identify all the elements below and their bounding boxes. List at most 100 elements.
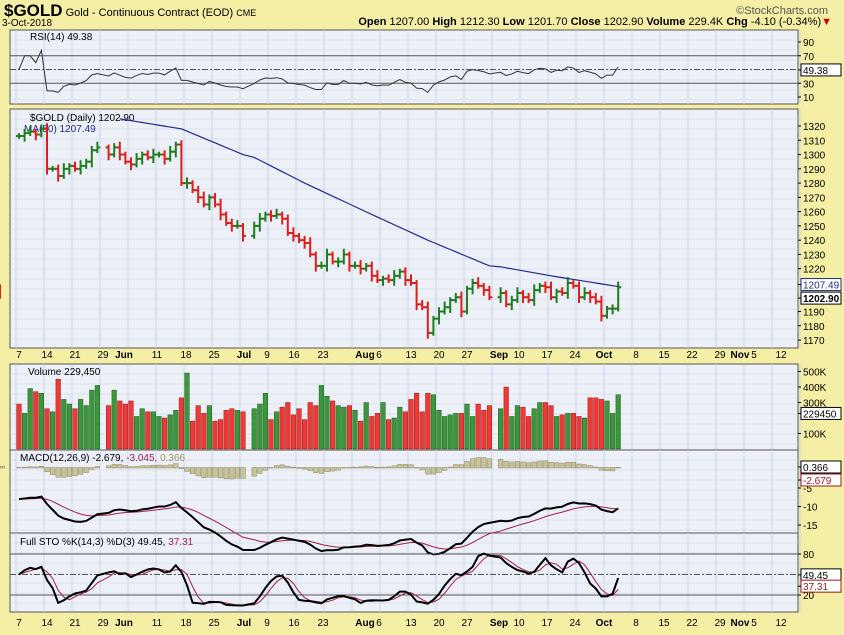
volume-bar bbox=[212, 420, 218, 450]
volume-bar bbox=[402, 411, 408, 450]
rsi-line bbox=[18, 48, 619, 94]
x-tick-label: 25 bbox=[208, 618, 220, 629]
macd-histogram-bar bbox=[520, 461, 526, 469]
price-bar bbox=[469, 278, 476, 295]
price-bar bbox=[324, 248, 330, 272]
sto-y-label: 20 bbox=[803, 591, 815, 602]
macd-histogram-bar bbox=[83, 467, 89, 473]
macd-histogram-bar bbox=[162, 465, 168, 469]
macd-legend-value: MACD(12,26,9) -2.679, bbox=[20, 453, 123, 464]
price-bar bbox=[559, 287, 566, 296]
x-tick-label: 24 bbox=[569, 350, 581, 361]
volume-bar bbox=[296, 408, 302, 450]
sto-k-value: Full STO %K(14,3) %D(3) 49.45, bbox=[20, 537, 165, 548]
price-bar bbox=[318, 261, 325, 269]
volume-last: 229450 bbox=[803, 409, 837, 420]
volume-bar bbox=[408, 399, 414, 450]
macd-histogram-bar bbox=[218, 467, 224, 479]
volume-bar bbox=[167, 414, 173, 450]
price-bar bbox=[38, 124, 45, 138]
macd-hist-last: 0.366 bbox=[803, 463, 828, 474]
volume-bar bbox=[83, 405, 89, 450]
x-tick-label: Aug bbox=[355, 618, 374, 629]
volume-bar bbox=[150, 411, 156, 450]
volume-bar bbox=[302, 419, 308, 450]
volume-bar bbox=[262, 392, 268, 450]
price-bar bbox=[480, 282, 487, 296]
macd-histogram-bar bbox=[145, 465, 151, 469]
price-y-label: 1230 bbox=[803, 250, 826, 261]
price-bar bbox=[357, 260, 364, 275]
volume-bar bbox=[352, 410, 358, 450]
x-tick-label: 10 bbox=[513, 618, 525, 629]
macd-histogram-bar bbox=[111, 464, 117, 469]
macd-histogram-bar bbox=[604, 467, 610, 471]
price-bar bbox=[447, 297, 454, 313]
volume-bar bbox=[453, 413, 459, 450]
macd-histogram-bar bbox=[526, 462, 532, 469]
price-bar bbox=[49, 165, 56, 172]
x-tick-label: Aug bbox=[355, 350, 374, 361]
volume-bar bbox=[498, 408, 504, 450]
volume-y-label: 400K bbox=[803, 383, 827, 394]
rsi-y-label: 70 bbox=[803, 52, 815, 63]
x-tick-label: 29 bbox=[97, 350, 109, 361]
volume-bar bbox=[94, 385, 100, 450]
x-tick-label: 18 bbox=[180, 350, 192, 361]
price-bar bbox=[413, 280, 420, 311]
volume-bar bbox=[380, 402, 386, 450]
x-tick-label: 6 bbox=[376, 618, 382, 629]
macd-histogram-bar bbox=[33, 466, 39, 469]
macd-histogram-bar bbox=[94, 466, 100, 469]
macd-histogram-bar bbox=[593, 466, 599, 469]
x-tick-label: 22 bbox=[686, 618, 698, 629]
macd-legend: MACD(12,26,9) -2.679, -3.045, 0.366 bbox=[20, 453, 186, 464]
price-bar bbox=[576, 281, 582, 303]
macd-histogram-bar bbox=[369, 466, 375, 469]
rsi-last: 49.38 bbox=[803, 66, 828, 77]
macd-histogram-bar bbox=[358, 466, 364, 469]
x-tick-label: 29 bbox=[714, 350, 726, 361]
price-bar bbox=[380, 275, 386, 286]
volume-bar bbox=[128, 400, 134, 450]
volume-bar bbox=[318, 385, 324, 450]
price-bar bbox=[189, 180, 196, 194]
sto-k-line bbox=[18, 552, 620, 607]
price-bar bbox=[352, 261, 358, 269]
x-tick-label: 15 bbox=[658, 618, 670, 629]
price-bar bbox=[346, 251, 353, 272]
macd-line bbox=[18, 495, 619, 556]
volume-bar bbox=[206, 405, 212, 450]
price-y-label: 1290 bbox=[803, 165, 826, 176]
price-bar bbox=[430, 315, 437, 336]
macd-histogram-bar bbox=[514, 461, 520, 469]
price-y-label: 1320 bbox=[803, 122, 826, 133]
volume-bar bbox=[72, 408, 78, 450]
macd-histogram-bar bbox=[195, 467, 201, 477]
macd-histogram-bar bbox=[156, 464, 162, 469]
macd-histogram-bar bbox=[223, 467, 229, 480]
price-y-label: 1250 bbox=[803, 222, 826, 233]
price-bar bbox=[419, 300, 426, 311]
price-bar bbox=[178, 140, 185, 186]
x-tick-label: 20 bbox=[433, 350, 445, 361]
macd-histogram-bar bbox=[436, 467, 442, 473]
x-tick-label: Nov bbox=[731, 350, 750, 361]
price-bar bbox=[88, 145, 95, 168]
macd-histogram-bar bbox=[72, 467, 78, 476]
macd-histogram-bar bbox=[229, 467, 235, 480]
open-label: Open bbox=[358, 16, 387, 28]
price-bar bbox=[251, 221, 258, 239]
rsi-panel bbox=[9, 29, 799, 105]
macd-histogram-bar bbox=[554, 462, 560, 469]
macd-histogram-bar bbox=[346, 467, 352, 469]
volume-bar bbox=[346, 405, 352, 450]
price-bar bbox=[212, 193, 218, 208]
macd-histogram-bar bbox=[313, 467, 319, 473]
volume-bar bbox=[313, 405, 319, 450]
volume-bar bbox=[195, 405, 201, 450]
price-bar bbox=[441, 301, 448, 315]
macd-histogram-bar bbox=[430, 467, 436, 475]
price-bar bbox=[111, 143, 118, 158]
volume-label: Volume bbox=[646, 16, 686, 28]
